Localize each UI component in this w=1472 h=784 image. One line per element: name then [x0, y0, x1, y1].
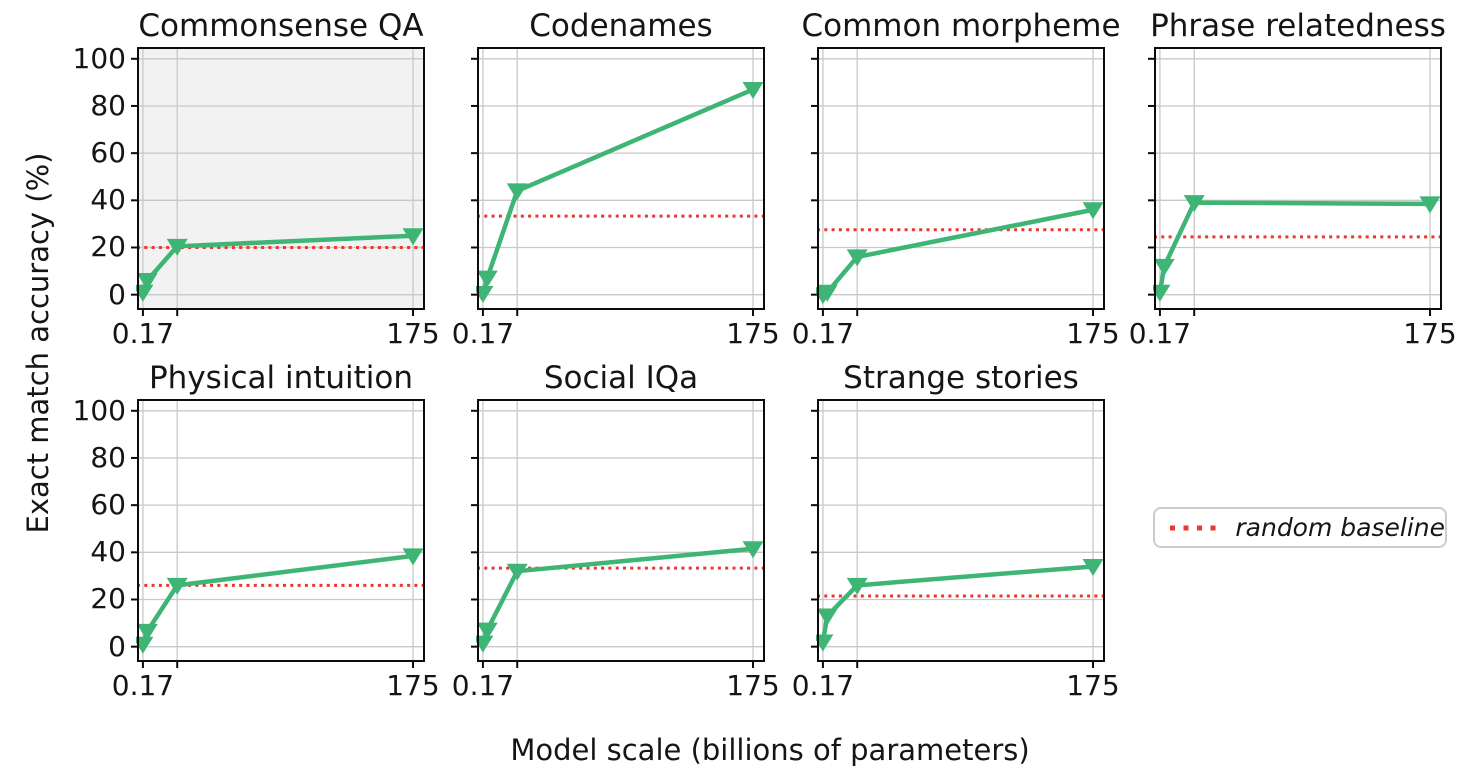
data-point-marker — [506, 183, 528, 201]
y-tick-label: 0 — [108, 277, 126, 311]
data-point-marker — [1183, 195, 1205, 213]
panel-title-common-morpheme: Common morpheme — [801, 8, 1121, 44]
data-point-marker — [506, 563, 528, 581]
y-tick-label: 80 — [90, 88, 126, 122]
data-point-marker — [1082, 202, 1104, 220]
panel-title-commonsense-qa: Commonsense QA — [138, 8, 424, 44]
x-tick-label: 175 — [726, 317, 780, 350]
panel-plot-social-iqa — [471, 399, 765, 668]
panel-spine — [817, 399, 1105, 662]
data-point-marker — [816, 284, 838, 302]
x-tick-label: 0.17 — [451, 669, 515, 702]
data-point-marker — [166, 577, 188, 595]
panel-commonsense-qa: Commonsense QA 0.17 175 0 20 40 60 80 100 — [73, 8, 440, 350]
x-tick-label: 175 — [1066, 669, 1120, 702]
legend: random baseline — [1153, 507, 1447, 548]
y-tick-label: 40 — [90, 535, 126, 569]
panel-plot-commonsense-qa — [131, 47, 425, 316]
data-point-marker — [476, 270, 498, 288]
data-point-marker — [136, 273, 158, 291]
data-point-marker — [1153, 284, 1171, 302]
panel-plot-physical-intuition — [131, 399, 425, 668]
x-tick-label: 0.17 — [451, 317, 515, 350]
series-line — [480, 546, 756, 646]
panel-strange-stories: Strange stories 0.17 175 — [792, 360, 1120, 702]
y-tick-label: 0 — [108, 629, 126, 663]
panel-social-iqa: Social IQa 0.17 175 — [452, 360, 780, 702]
data-point-marker — [476, 285, 494, 303]
y-tick-label: 80 — [90, 440, 126, 474]
panel-bg-highlight — [137, 47, 425, 310]
data-point-marker — [402, 228, 424, 246]
panel-spine — [477, 47, 765, 310]
x-tick-label: 175 — [726, 669, 780, 702]
data-point-marker — [136, 623, 158, 641]
panel-spine — [477, 399, 765, 662]
x-tick-label: 0.17 — [111, 669, 175, 702]
data-point-marker — [742, 81, 764, 99]
x-tick-label: 0.17 — [1128, 317, 1192, 350]
y-tick-label: 20 — [90, 230, 126, 264]
data-point-marker — [476, 622, 498, 640]
panel-plot-phrase-relatedness — [1148, 47, 1442, 316]
data-point-marker — [1419, 196, 1441, 214]
panel-codenames: Codenames 0.17 175 — [452, 8, 780, 350]
data-point-marker — [1082, 558, 1104, 576]
y-tick-label: 100 — [72, 393, 126, 427]
y-tick-label: 60 — [90, 488, 126, 522]
y-tick-label: 60 — [90, 136, 126, 170]
panel-plot-common-morpheme — [811, 47, 1105, 316]
panel-plot-strange-stories — [811, 399, 1105, 668]
panel-physical-intuition: Physical intuition 0.17 175 0 20 40 60 80 100 — [73, 360, 440, 702]
y-tick-label: 40 — [90, 183, 126, 217]
panel-title-physical-intuition: Physical intuition — [148, 360, 414, 396]
panel-spine — [137, 47, 425, 310]
panel-spine — [817, 47, 1105, 310]
series-line — [1157, 200, 1433, 295]
x-tick-label: 0.17 — [111, 317, 175, 350]
panel-plot-codenames — [471, 47, 765, 316]
data-point-marker — [476, 635, 494, 653]
data-point-marker — [816, 634, 834, 652]
x-tick-label: 175 — [1066, 317, 1120, 350]
data-point-marker — [136, 636, 154, 654]
y-axis-label: Exact match accuracy (%) — [21, 152, 55, 534]
x-tick-label: 175 — [1403, 317, 1457, 350]
panel-title-strange-stories: Strange stories — [843, 360, 1079, 396]
x-tick-label: 175 — [386, 669, 440, 702]
random-baseline-legend-swatch — [1170, 525, 1220, 530]
data-point-marker — [136, 284, 154, 302]
panel-title-phrase-relatedness: Phrase relatedness — [1150, 8, 1446, 44]
x-tick-label: 175 — [386, 317, 440, 350]
y-tick-label: 100 — [72, 41, 126, 75]
data-point-marker — [846, 577, 868, 595]
y-tick-label: 20 — [90, 582, 126, 616]
panel-spine — [1154, 47, 1442, 310]
panel-title-codenames: Codenames — [529, 8, 713, 44]
panel-phrase-relatedness: Phrase relatedness 0.17 175 — [1129, 8, 1457, 350]
x-tick-label: 0.17 — [791, 669, 855, 702]
data-point-marker — [1153, 258, 1175, 276]
panel-common-morpheme: Common morpheme 0.17 175 — [792, 8, 1121, 350]
series-line — [480, 87, 756, 296]
panel-title-social-iqa: Social IQa — [543, 360, 699, 396]
series-line — [820, 564, 1096, 645]
data-point-marker — [402, 548, 424, 566]
panel-spine — [137, 399, 425, 662]
data-point-marker — [166, 238, 188, 256]
data-point-marker — [742, 541, 764, 559]
x-axis-label: Model scale (billions of parameters) — [510, 733, 1030, 767]
legend-label: random baseline — [1235, 513, 1445, 542]
x-tick-label: 0.17 — [791, 317, 855, 350]
data-point-marker — [846, 249, 868, 267]
data-point-marker — [816, 608, 838, 626]
